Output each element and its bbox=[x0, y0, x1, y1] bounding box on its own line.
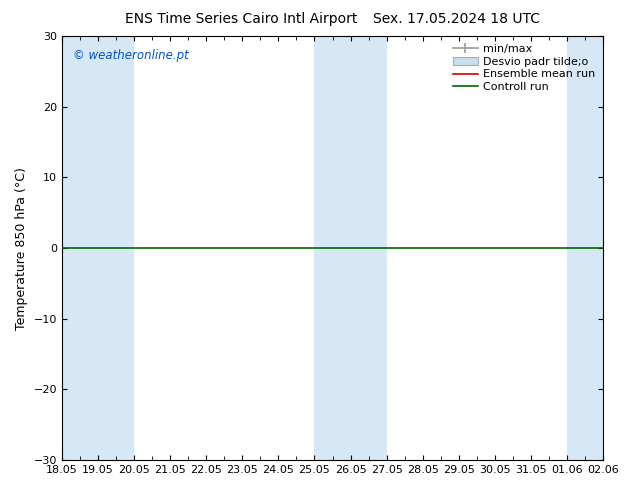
Bar bbox=[98, 36, 134, 460]
Text: © weatheronline.pt: © weatheronline.pt bbox=[73, 49, 188, 62]
Y-axis label: Temperature 850 hPa (°C): Temperature 850 hPa (°C) bbox=[15, 167, 28, 330]
Bar bbox=[314, 36, 351, 460]
Text: ENS Time Series Cairo Intl Airport: ENS Time Series Cairo Intl Airport bbox=[125, 12, 357, 26]
Legend: min/max, Desvio padr tilde;o, Ensemble mean run, Controll run: min/max, Desvio padr tilde;o, Ensemble m… bbox=[451, 42, 598, 95]
Text: Sex. 17.05.2024 18 UTC: Sex. 17.05.2024 18 UTC bbox=[373, 12, 540, 26]
Bar bbox=[567, 36, 603, 460]
Bar bbox=[62, 36, 98, 460]
Bar bbox=[351, 36, 387, 460]
